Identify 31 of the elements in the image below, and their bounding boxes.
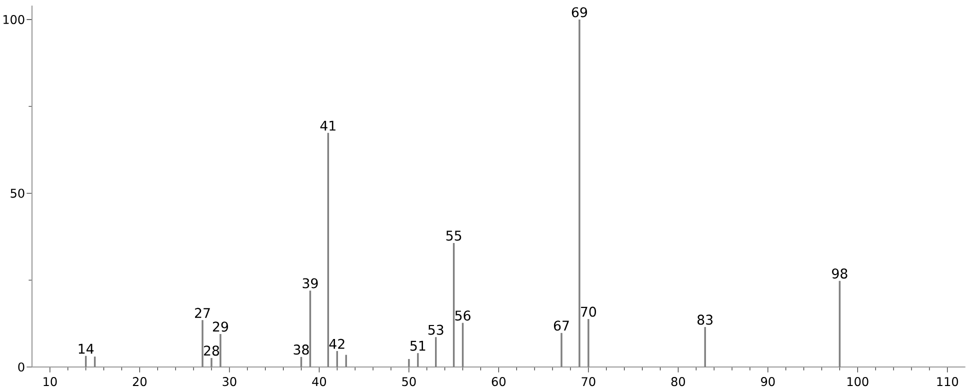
annotation: 38: [294, 344, 309, 355]
annotation: 83: [698, 314, 713, 325]
x-tick-label: 30: [222, 377, 236, 386]
x-tick-label: 70: [582, 377, 596, 386]
x-tick-label: 20: [132, 377, 147, 386]
x-tick-label: 100: [848, 377, 868, 386]
x-tick-label: 10: [44, 377, 57, 386]
annotation: 42: [329, 338, 344, 349]
annotation: 56: [455, 310, 470, 321]
annotation: 14: [78, 344, 94, 354]
annotation: 28: [204, 346, 220, 356]
annotation: 41: [320, 120, 336, 131]
annotation: 70: [581, 306, 596, 317]
annotation: 39: [302, 278, 318, 288]
annotation: 98: [832, 268, 848, 279]
y-tick-label: 0: [18, 362, 24, 372]
x-tick-label: 90: [761, 377, 775, 386]
annotation: 27: [195, 308, 210, 318]
x-tick-label: 80: [671, 377, 685, 386]
annotation: 53: [428, 324, 444, 335]
annotation: 55: [446, 230, 462, 241]
y-tick-label: 100: [3, 15, 24, 24]
y-tick-label: 50: [10, 188, 24, 198]
x-tick-label: 50: [402, 377, 416, 386]
annotation: 29: [212, 322, 228, 332]
annotation: 69: [572, 7, 587, 18]
annotation: 67: [554, 320, 569, 331]
annotation: 51: [410, 340, 426, 351]
x-tick-label: 110: [937, 377, 958, 386]
x-tick-label: 40: [312, 377, 326, 386]
x-tick-label: 60: [492, 377, 506, 386]
